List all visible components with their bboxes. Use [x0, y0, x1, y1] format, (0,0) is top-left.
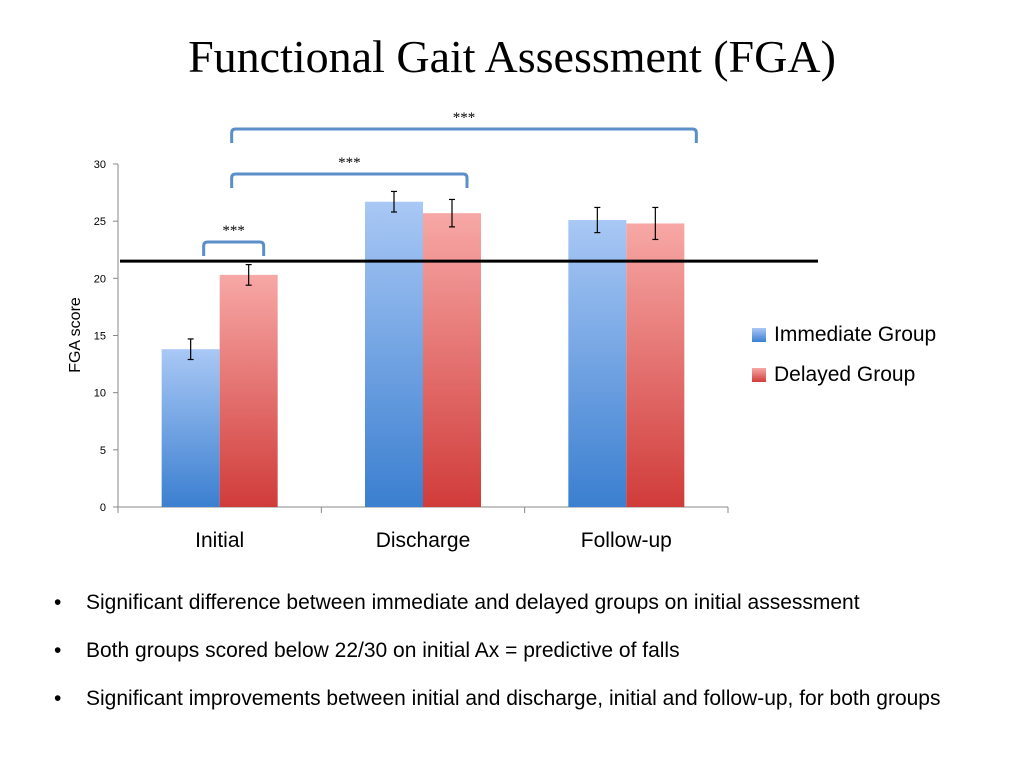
significance-bracket: *** — [230, 110, 698, 143]
bracket-line — [230, 172, 469, 188]
bullet-text: Both groups scored below 22/30 on initia… — [86, 639, 680, 662]
legend-item: Delayed Group — [752, 363, 915, 386]
x-tick-label: Discharge — [376, 529, 471, 552]
y-tick-label: 20 — [94, 273, 106, 285]
x-tick-label: Initial — [195, 529, 244, 552]
y-tick-label: 10 — [94, 388, 106, 400]
bar — [626, 223, 685, 507]
bullet-item: • Both groups scored below 22/30 on initi… — [50, 636, 990, 665]
y-axis-label: FGA score — [67, 297, 84, 373]
y-tick-label: 30 — [94, 159, 106, 171]
legend-swatch — [752, 328, 766, 342]
bar — [219, 274, 278, 507]
significance-label: *** — [338, 155, 361, 171]
error-bar — [187, 338, 194, 361]
x-tick-label: Follow-up — [581, 529, 672, 552]
bracket-line — [202, 240, 266, 256]
significance-label: *** — [453, 110, 476, 126]
legend-label: Immediate Group — [774, 323, 936, 346]
bullet-marker: • — [54, 591, 62, 614]
significance-bracket: *** — [202, 223, 266, 256]
y-tick-label: 0 — [100, 502, 106, 514]
legend-label: Delayed Group — [774, 363, 915, 386]
bullet-item: • Significant difference between immediat… — [50, 588, 990, 617]
bracket-line — [230, 127, 698, 143]
legend-swatch — [752, 368, 766, 382]
y-tick-label: 25 — [94, 216, 106, 228]
error-bar — [594, 206, 601, 234]
significance-bracket: *** — [230, 155, 469, 188]
bar — [423, 213, 481, 507]
legend-item: Immediate Group — [752, 323, 936, 346]
significance-label: *** — [222, 223, 245, 239]
bar — [161, 349, 220, 507]
bullet-marker: • — [54, 639, 62, 662]
y-tick-label: 5 — [100, 445, 106, 457]
fga-bar-chart: FGA score 0 5 10 15 20 25 30 Initial Discharge Fo… — [67, 110, 936, 552]
bullet-item: • Significant improvements between initia… — [50, 684, 990, 713]
error-bar — [652, 206, 659, 241]
y-tick-label: 15 — [94, 331, 106, 343]
bar — [365, 201, 423, 508]
bar — [568, 220, 627, 508]
bullet-text: Significant improvements between initial… — [86, 687, 941, 710]
error-bar — [449, 198, 455, 228]
bullet-text: Significant difference between immediate… — [86, 591, 860, 614]
error-bar — [245, 264, 252, 286]
slide-title: Functional Gait Assessment (FGA) — [188, 31, 836, 82]
error-bar — [391, 190, 397, 213]
bullet-list: • Significant difference between immediat… — [50, 588, 990, 732]
bullet-marker: • — [54, 687, 62, 710]
